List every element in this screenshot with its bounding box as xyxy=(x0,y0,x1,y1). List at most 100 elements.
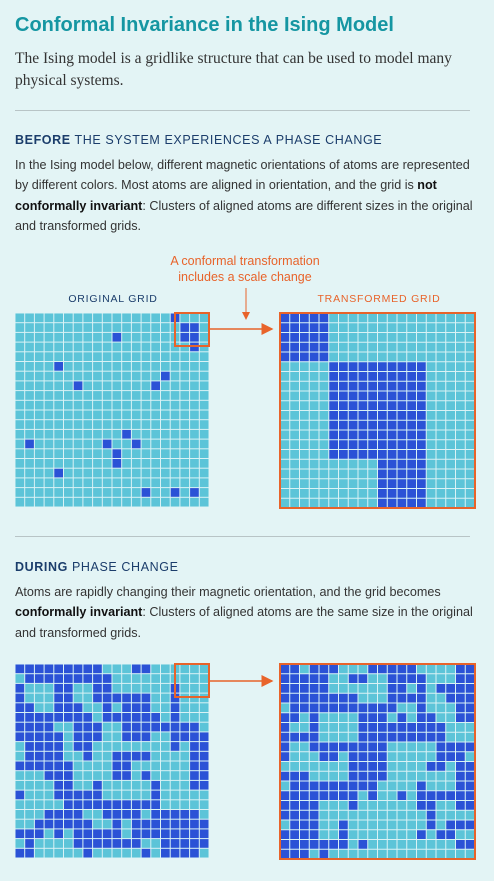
grid-cell xyxy=(131,771,141,780)
grid-cell xyxy=(25,371,34,381)
grid-cell xyxy=(368,381,377,391)
grid-cell xyxy=(190,732,199,742)
grid-cell xyxy=(319,401,329,410)
grid-cell xyxy=(407,849,416,859)
grid-cell xyxy=(407,372,416,381)
grid-cell xyxy=(112,391,122,400)
grid-cell xyxy=(64,342,73,352)
grid-cell xyxy=(378,469,387,479)
divider xyxy=(15,110,470,111)
grid-cell xyxy=(309,830,319,839)
grid-cell xyxy=(397,713,407,722)
grid-cell xyxy=(358,781,368,791)
grid-cell xyxy=(190,829,199,839)
grid-cell xyxy=(358,313,368,323)
grid-cell xyxy=(436,762,446,771)
grid-cell xyxy=(397,791,407,800)
text: : Clusters of aligned atoms are the same… xyxy=(15,605,473,640)
grid-cell xyxy=(300,830,309,839)
grid-cell xyxy=(141,683,151,693)
grid-cell xyxy=(151,819,160,829)
grid-cell xyxy=(417,723,426,732)
grid-cell xyxy=(280,791,290,800)
grid-cell xyxy=(339,830,348,839)
grid-cell xyxy=(358,362,368,371)
grid-cell xyxy=(319,313,329,323)
grid-cell xyxy=(34,751,44,761)
grid-cell xyxy=(15,381,25,391)
grid-cell xyxy=(319,801,329,810)
grid-cell xyxy=(436,684,446,693)
grid-cell xyxy=(319,810,329,820)
grid-cell xyxy=(456,498,465,508)
grid-cell xyxy=(180,761,190,771)
grid-cell xyxy=(54,429,63,439)
grid-cell xyxy=(387,693,397,703)
grid-cell xyxy=(280,674,290,683)
grid-cell xyxy=(190,439,199,449)
grid-cell xyxy=(397,430,407,440)
grid-cell xyxy=(44,342,54,352)
grid-cell xyxy=(407,362,416,371)
grid-cell xyxy=(83,693,93,703)
grid-cell xyxy=(112,449,122,458)
grid-cell xyxy=(446,713,455,722)
grid-cell xyxy=(131,449,141,458)
paragraph: Atoms are rapidly changing their magneti… xyxy=(15,582,479,643)
grid-cell xyxy=(44,683,54,693)
grid-cell xyxy=(319,732,329,742)
grid-cell xyxy=(151,410,160,420)
grid-cell xyxy=(456,791,465,800)
grid-cell xyxy=(122,429,131,439)
grid-cell xyxy=(54,459,63,468)
grid-cell xyxy=(436,391,446,401)
grid-cell xyxy=(387,830,397,839)
grid-cell xyxy=(122,693,131,703)
grid-cell xyxy=(436,791,446,800)
grid-cell xyxy=(34,819,44,829)
grid-cell xyxy=(309,469,319,479)
grid-cell xyxy=(358,342,368,352)
grid-cell xyxy=(93,352,102,361)
grid-cell xyxy=(368,498,377,508)
grid-cell xyxy=(417,674,426,683)
grid-cell xyxy=(397,752,407,761)
grid-cell xyxy=(34,761,44,771)
grid-cell xyxy=(368,362,377,371)
grid-cell xyxy=(290,489,299,498)
grid-cell xyxy=(456,469,465,479)
grid-cell xyxy=(280,381,290,391)
grid-cell xyxy=(319,830,329,839)
grid-cell xyxy=(290,459,299,469)
grid-cell xyxy=(170,381,180,391)
grid-cell xyxy=(161,410,170,420)
grid-cell xyxy=(378,333,387,342)
grid-cell xyxy=(339,742,348,752)
grid-cell xyxy=(348,362,358,371)
grid-cell xyxy=(131,810,141,819)
grid-cell xyxy=(180,829,190,839)
grid-cell xyxy=(199,713,209,722)
grid-cell xyxy=(280,781,290,791)
grid-cell xyxy=(93,732,102,742)
grid-cell xyxy=(170,839,180,848)
grid-cell xyxy=(64,683,73,693)
grid-cell xyxy=(465,352,475,362)
grid-cell xyxy=(319,820,329,830)
grid-cell xyxy=(387,840,397,849)
grid-cell xyxy=(378,820,387,830)
grid-cell xyxy=(417,693,426,703)
grid-cell xyxy=(436,440,446,449)
grid-cell xyxy=(290,849,299,859)
grid-cell xyxy=(112,439,122,449)
grid-cell xyxy=(358,489,368,498)
grid-cell xyxy=(112,371,122,381)
grid-cell xyxy=(170,810,180,819)
grid-cell xyxy=(34,848,44,858)
grid-cell xyxy=(112,713,122,722)
grid-cell xyxy=(73,664,83,674)
grid-cell xyxy=(93,429,102,439)
grid-cell xyxy=(199,790,209,800)
grid-cell xyxy=(358,762,368,771)
